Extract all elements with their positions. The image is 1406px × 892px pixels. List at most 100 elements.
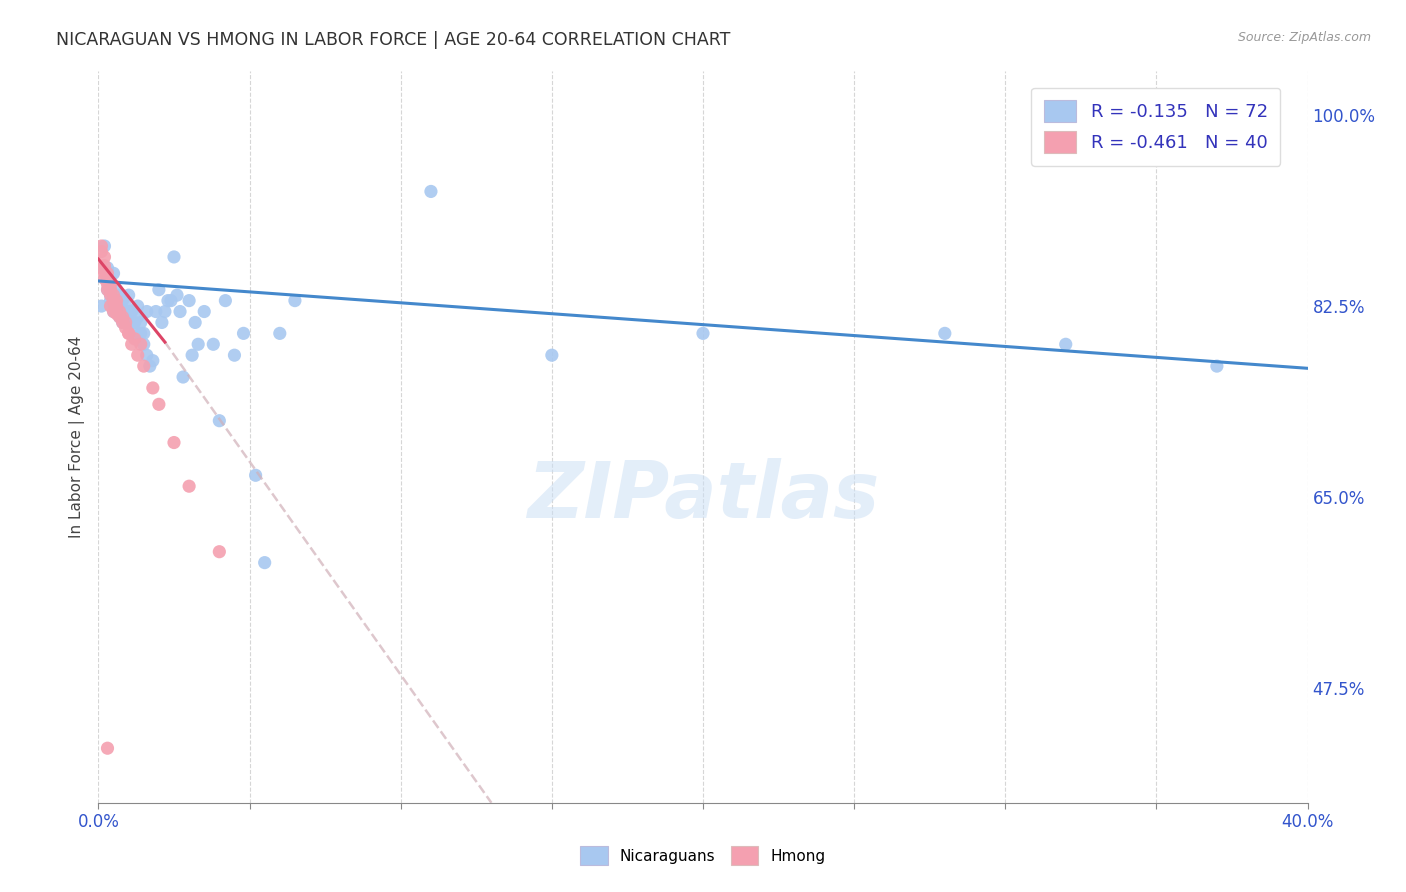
Point	[224, 348, 246, 362]
Point	[96, 283, 118, 297]
Point	[163, 435, 186, 450]
Point	[108, 288, 131, 302]
Point	[96, 266, 118, 280]
Point	[156, 293, 179, 308]
Text: Source: ZipAtlas.com: Source: ZipAtlas.com	[1237, 31, 1371, 45]
Point	[93, 239, 115, 253]
Point	[245, 468, 267, 483]
Point	[100, 293, 122, 308]
Point	[121, 304, 143, 318]
Point	[124, 326, 146, 341]
Point	[100, 299, 122, 313]
Point	[232, 326, 254, 341]
Point	[111, 310, 134, 324]
Point	[105, 293, 128, 308]
Point	[129, 337, 152, 351]
Point	[148, 397, 170, 411]
Point	[100, 277, 122, 292]
Text: NICARAGUAN VS HMONG IN LABOR FORCE | AGE 20-64 CORRELATION CHART: NICARAGUAN VS HMONG IN LABOR FORCE | AGE…	[56, 31, 731, 49]
Point	[90, 299, 112, 313]
Point	[208, 545, 231, 559]
Point	[181, 348, 204, 362]
Point	[169, 304, 191, 318]
Point	[100, 283, 122, 297]
Point	[135, 348, 157, 362]
Point	[135, 304, 157, 318]
Point	[150, 315, 173, 329]
Point	[284, 293, 307, 308]
Point	[127, 310, 149, 324]
Point	[187, 337, 209, 351]
Point	[100, 288, 122, 302]
Text: ZIPatlas: ZIPatlas	[527, 458, 879, 533]
Point	[118, 326, 141, 341]
Point	[163, 250, 186, 264]
Point	[103, 266, 125, 280]
Point	[142, 381, 165, 395]
Point	[100, 283, 122, 297]
Point	[90, 239, 112, 253]
Point	[103, 304, 125, 318]
Point	[108, 310, 131, 324]
Point	[105, 283, 128, 297]
Point	[208, 414, 231, 428]
Point	[103, 288, 125, 302]
Point	[1054, 337, 1077, 351]
Point	[100, 288, 122, 302]
Point	[214, 293, 236, 308]
Point	[142, 353, 165, 368]
Point	[114, 315, 136, 329]
Point	[96, 272, 118, 286]
Point	[153, 304, 176, 318]
Point	[105, 307, 128, 321]
Point	[124, 315, 146, 329]
Point	[166, 288, 188, 302]
Point	[129, 315, 152, 329]
Point	[121, 337, 143, 351]
Point	[114, 315, 136, 329]
Point	[103, 304, 125, 318]
Point	[93, 259, 115, 273]
Point	[269, 326, 291, 341]
Point	[253, 556, 276, 570]
Point	[118, 304, 141, 318]
Legend: R = -0.135   N = 72, R = -0.461   N = 40: R = -0.135 N = 72, R = -0.461 N = 40	[1031, 87, 1281, 166]
Point	[111, 293, 134, 308]
Point	[105, 299, 128, 313]
Point	[96, 283, 118, 297]
Point	[114, 321, 136, 335]
Point	[105, 299, 128, 313]
Point	[148, 283, 170, 297]
Point	[202, 337, 225, 351]
Point	[132, 359, 155, 373]
Point	[108, 310, 131, 324]
Point	[934, 326, 956, 341]
Point	[96, 272, 118, 286]
Point	[108, 304, 131, 318]
Point	[179, 293, 201, 308]
Point	[96, 277, 118, 292]
Point	[121, 315, 143, 329]
Point	[108, 304, 131, 318]
Point	[132, 326, 155, 341]
Point	[103, 293, 125, 308]
Point	[114, 299, 136, 313]
Point	[124, 332, 146, 346]
Point	[193, 304, 215, 318]
Point	[129, 326, 152, 341]
Point	[540, 348, 562, 362]
Y-axis label: In Labor Force | Age 20-64: In Labor Force | Age 20-64	[69, 336, 84, 538]
Point	[420, 185, 443, 199]
Point	[96, 260, 118, 275]
Point	[103, 299, 125, 313]
Point	[118, 310, 141, 324]
Point	[132, 337, 155, 351]
Point	[118, 326, 141, 341]
Point	[93, 250, 115, 264]
Point	[118, 288, 141, 302]
Point	[111, 304, 134, 318]
Point	[105, 293, 128, 308]
Legend: Nicaraguans, Hmong: Nicaraguans, Hmong	[574, 840, 832, 871]
Point	[93, 266, 115, 280]
Point	[692, 326, 714, 341]
